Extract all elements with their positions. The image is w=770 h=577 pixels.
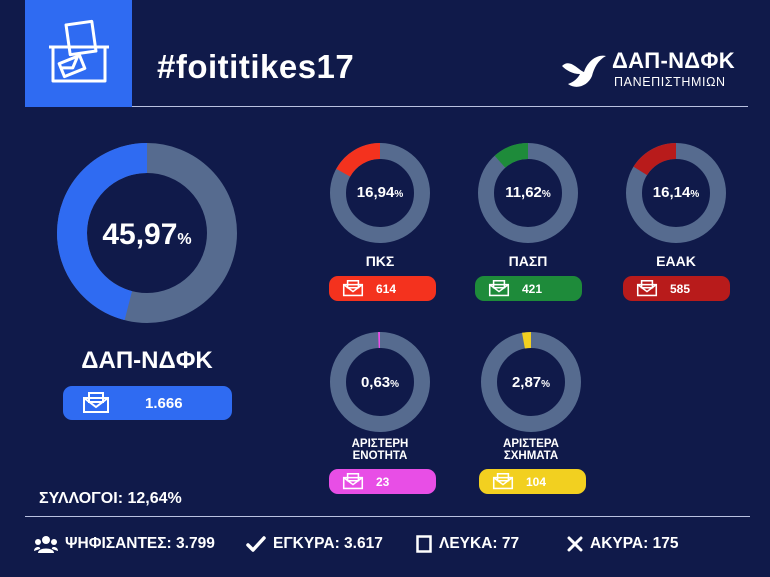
donut-slice bbox=[626, 143, 726, 243]
brand-name: ΔΑΠ-ΝΔΦΚ bbox=[612, 48, 735, 73]
check-icon bbox=[246, 536, 266, 552]
envelope-icon bbox=[492, 473, 514, 490]
label-aristeri-enotita: ΑΡΙΣΤΕΡΗ ΕΝΟΤΗΤΑ bbox=[320, 438, 440, 462]
brand-subtitle: ΠΑΝΕΠΙΣΤΗΜΙΩΝ bbox=[614, 75, 726, 89]
votes-pill-aristera-schimata: 104 bbox=[479, 469, 586, 494]
summary-blank: ΛΕΥΚΑ: 77 bbox=[416, 529, 519, 559]
valid-text: ΕΓΚΥΡΑ: 3.617 bbox=[273, 535, 383, 552]
label-line: ΑΡΙΣΤΕΡΑ bbox=[503, 438, 559, 450]
envelope-icon bbox=[342, 280, 364, 297]
ballot-box-icon bbox=[48, 19, 109, 82]
invalid-text: ΑΚΥΡΑ: 175 bbox=[590, 535, 679, 552]
pct-pks: 16,94% bbox=[330, 184, 430, 201]
envelope-icon bbox=[83, 392, 109, 413]
donut-slice bbox=[481, 332, 581, 432]
label-eaak: ΕΑΑΚ bbox=[656, 253, 696, 269]
summary-voters: ΨΗΦΙΣΑΝΤΕΣ: 3.799 bbox=[34, 529, 215, 559]
votes-pill-pks: 614 bbox=[329, 276, 436, 301]
pct-value: 0,63 bbox=[360, 374, 391, 391]
label-line: ΕΝΟΤΗΤΑ bbox=[352, 450, 408, 462]
donut-slice bbox=[330, 143, 430, 243]
votes-value: 614 bbox=[376, 282, 397, 296]
votes-value: 104 bbox=[526, 475, 547, 489]
pct-value: 45,97 bbox=[102, 218, 178, 251]
square-icon bbox=[416, 535, 432, 553]
label-line: ΣΧΗΜΑΤΑ bbox=[503, 450, 559, 462]
donut-eaak bbox=[626, 143, 726, 243]
summary-valid: ΕΓΚΥΡΑ: 3.617 bbox=[246, 529, 383, 559]
label-aristera-schimata: ΑΡΙΣΤΕΡΑ ΣΧΗΜΑΤΑ bbox=[471, 438, 591, 462]
envelope-icon bbox=[636, 280, 658, 297]
votes-value: 585 bbox=[670, 282, 691, 296]
votes-pill-dap-ndfk: 1.666 bbox=[63, 386, 232, 420]
pct-aristera-schimata: 2,87% bbox=[481, 374, 581, 391]
blank-text: ΛΕΥΚΑ: 77 bbox=[439, 535, 520, 552]
pct-value: 11,62 bbox=[505, 184, 542, 201]
pct-value: 16,14 bbox=[652, 184, 691, 201]
x-icon bbox=[567, 536, 583, 552]
users-icon bbox=[34, 536, 58, 553]
pct-unit: % bbox=[390, 379, 400, 390]
voters-text: ΨΗΦΙΣΑΝΤΕΣ: 3.799 bbox=[65, 535, 215, 552]
donut-pks bbox=[330, 143, 430, 243]
pct-unit: % bbox=[690, 189, 700, 200]
votes-pill-eaak: 585 bbox=[623, 276, 730, 301]
brand-logo: ΔΑΠ-ΝΔΦΚ ΠΑΝΕΠΙΣΤΗΜΙΩΝ bbox=[558, 46, 748, 100]
donut-slice bbox=[478, 143, 578, 243]
summary-invalid: ΑΚΥΡΑ: 175 bbox=[567, 529, 678, 559]
header-divider bbox=[132, 106, 748, 107]
envelope-icon bbox=[488, 280, 510, 297]
label-pasp: ΠΑΣΠ bbox=[508, 253, 548, 269]
pct-unit: % bbox=[541, 189, 551, 200]
donut-slice bbox=[330, 332, 430, 432]
label-pks: ΠΚΣ bbox=[365, 253, 395, 269]
donut-aristera-schimata bbox=[481, 332, 581, 432]
donut-dap-ndfk bbox=[57, 143, 237, 323]
pct-value: 16,94 bbox=[356, 184, 395, 201]
votes-pill-aristeri-enotita: 23 bbox=[329, 469, 436, 494]
pct-unit: % bbox=[541, 379, 551, 390]
pct-unit: % bbox=[177, 231, 192, 248]
ballot-box-logo bbox=[25, 0, 132, 107]
votes-value: 23 bbox=[376, 475, 390, 489]
label-dap-ndfk: ΔΑΠ-ΝΔΦΚ bbox=[81, 347, 213, 374]
pct-dap-ndfk: 45,97% bbox=[57, 218, 237, 252]
pct-pasp: 11,62% bbox=[478, 184, 578, 201]
footer-divider bbox=[25, 516, 750, 517]
votes-value: 421 bbox=[522, 282, 543, 296]
envelope-icon bbox=[342, 473, 364, 490]
pct-aristeri-enotita: 0,63% bbox=[330, 374, 430, 391]
votes-pill-pasp: 421 bbox=[475, 276, 582, 301]
pct-unit: % bbox=[394, 189, 404, 200]
votes-value: 1.666 bbox=[145, 395, 183, 412]
dove-icon bbox=[562, 55, 606, 87]
donut-pasp bbox=[478, 143, 578, 243]
syllogoi-text: ΣΥΛΛΟΓΟΙ: 12,64% bbox=[39, 490, 182, 507]
pct-eaak: 16,14% bbox=[626, 184, 726, 201]
hashtag-title: #foititikes17 bbox=[157, 48, 355, 85]
donut-aristeri-enotita bbox=[330, 332, 430, 432]
pct-value: 2,87 bbox=[511, 374, 542, 391]
label-line: ΑΡΙΣΤΕΡΗ bbox=[351, 438, 409, 450]
donut-slice bbox=[57, 143, 237, 323]
